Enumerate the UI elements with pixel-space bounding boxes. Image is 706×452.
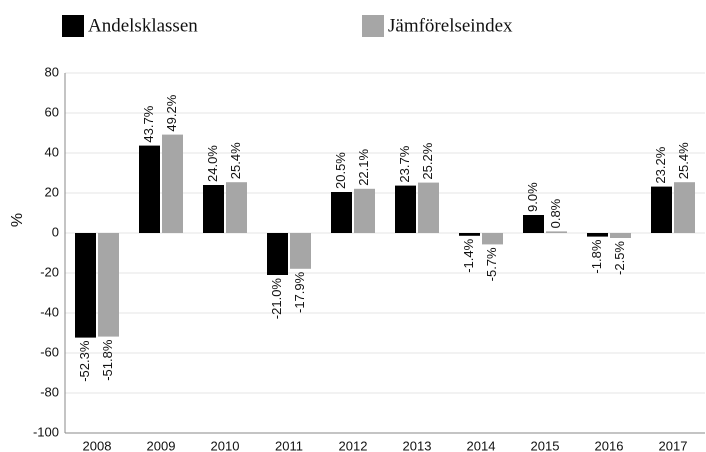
x-tick-label: 2013 [403, 438, 432, 452]
y-tick-label: 20 [45, 184, 59, 199]
value-label: -2.5% [612, 241, 627, 275]
value-label: 23.2% [653, 146, 668, 183]
y-tick-label: 40 [45, 144, 59, 159]
bar [459, 233, 480, 236]
bar [75, 233, 96, 338]
y-tick-label: -20 [40, 264, 59, 279]
value-label: 24.0% [205, 145, 220, 182]
value-label: 25.2% [420, 142, 435, 179]
value-label: 25.4% [676, 142, 691, 179]
legend-label: Andelsklassen [88, 15, 198, 36]
value-label: -52.3% [77, 340, 92, 382]
y-tick-label: 80 [45, 64, 59, 79]
x-tick-label: 2012 [339, 438, 368, 452]
bar [546, 231, 567, 233]
bar [610, 233, 631, 238]
bar [203, 185, 224, 233]
bar [587, 233, 608, 237]
y-tick-label: -80 [40, 384, 59, 399]
value-label: 23.7% [397, 145, 412, 182]
value-label: 0.8% [548, 198, 563, 228]
x-tick-label: 2010 [211, 438, 240, 452]
x-tick-label: 2014 [467, 438, 496, 452]
y-tick-label: -60 [40, 344, 59, 359]
value-label: 22.1% [356, 148, 371, 185]
value-label: 25.4% [228, 142, 243, 179]
bar [162, 134, 183, 233]
x-tick-label: 2009 [147, 438, 176, 452]
bar [651, 186, 672, 233]
value-label: -21.0% [269, 278, 284, 320]
y-tick-label: -40 [40, 304, 59, 319]
bar [267, 233, 288, 275]
y-axis-label: % [9, 213, 26, 227]
value-label: 9.0% [525, 182, 540, 212]
value-label: 49.2% [164, 94, 179, 131]
x-tick-label: 2015 [531, 438, 560, 452]
bar [139, 145, 160, 233]
bar [290, 233, 311, 269]
value-label: 43.7% [141, 105, 156, 142]
value-label: -1.8% [589, 239, 604, 273]
bar [98, 233, 119, 337]
value-label: 20.5% [333, 152, 348, 189]
x-tick-label: 2016 [595, 438, 624, 452]
value-label: -5.7% [484, 247, 499, 281]
value-label: -17.9% [292, 271, 307, 313]
bar [418, 182, 439, 233]
legend-swatch [362, 15, 384, 37]
bar [482, 233, 503, 245]
bar [523, 215, 544, 233]
legend-label: Jämförelseindex [388, 15, 513, 36]
legend-swatch [62, 15, 84, 37]
x-tick-label: 2017 [659, 438, 688, 452]
value-label: -1.4% [461, 238, 476, 272]
y-tick-label: -100 [33, 424, 59, 439]
bar [331, 192, 352, 233]
bar [674, 182, 695, 233]
bar [354, 188, 375, 233]
bar [226, 182, 247, 233]
y-tick-label: 60 [45, 104, 59, 119]
x-tick-label: 2008 [83, 438, 112, 452]
y-tick-label: 0 [52, 224, 59, 239]
x-tick-label: 2011 [275, 438, 303, 452]
value-label: -51.8% [100, 339, 115, 381]
bar [395, 185, 416, 233]
